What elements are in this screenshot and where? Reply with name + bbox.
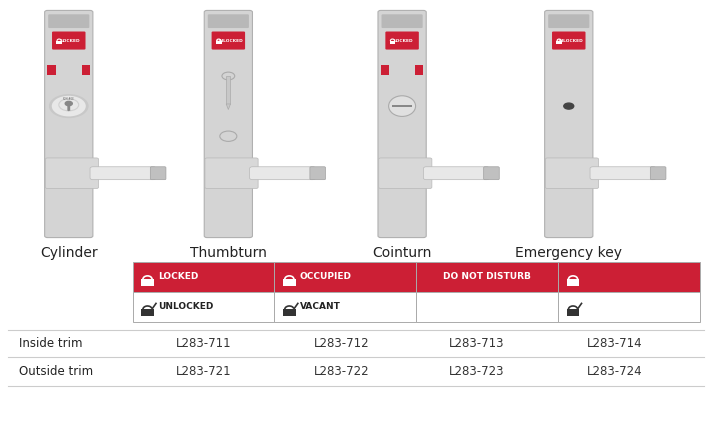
Text: Outside trim: Outside trim	[19, 365, 93, 378]
Text: UNLOCKED: UNLOCKED	[557, 39, 584, 42]
Bar	[389, 41, 395, 44]
Text: UNLOCKED: UNLOCKED	[216, 39, 244, 42]
FancyBboxPatch shape	[205, 158, 258, 188]
Bar	[132, 262, 274, 292]
Bar	[283, 279, 295, 286]
Text: L283-723: L283-723	[449, 365, 504, 378]
Text: Thumbturn: Thumbturn	[190, 246, 267, 260]
Bar	[141, 310, 154, 317]
Text: L283-713: L283-713	[449, 337, 504, 350]
FancyBboxPatch shape	[46, 158, 98, 188]
Text: Emergency key: Emergency key	[515, 246, 622, 260]
FancyBboxPatch shape	[48, 14, 89, 28]
Text: DO NOT DISTURB: DO NOT DISTURB	[444, 272, 531, 281]
Text: L283-714: L283-714	[587, 337, 643, 350]
Bar	[274, 262, 417, 292]
FancyBboxPatch shape	[545, 158, 599, 188]
FancyBboxPatch shape	[545, 10, 593, 238]
FancyBboxPatch shape	[548, 14, 590, 28]
Text: LOCKED: LOCKED	[158, 272, 199, 281]
Bar	[48, 65, 56, 74]
Text: OCCUPIED: OCCUPIED	[300, 272, 352, 281]
FancyBboxPatch shape	[385, 32, 419, 49]
FancyBboxPatch shape	[379, 158, 432, 188]
FancyBboxPatch shape	[310, 167, 325, 180]
Text: L283-712: L283-712	[314, 337, 370, 350]
FancyBboxPatch shape	[382, 14, 423, 28]
Circle shape	[66, 101, 73, 106]
FancyArrow shape	[67, 105, 71, 111]
Bar	[392, 105, 412, 107]
Bar	[56, 41, 62, 44]
Bar	[417, 262, 558, 292]
Bar	[216, 41, 221, 44]
Text: Cylinder: Cylinder	[40, 246, 98, 260]
Text: L283-711: L283-711	[176, 337, 231, 350]
Text: UNLOCKED: UNLOCKED	[158, 302, 214, 311]
Circle shape	[564, 103, 574, 109]
Text: VACANT: VACANT	[300, 302, 341, 311]
Bar	[556, 41, 562, 44]
Circle shape	[52, 96, 85, 116]
FancyBboxPatch shape	[90, 167, 156, 180]
Ellipse shape	[389, 96, 416, 116]
Text: Cointurn: Cointurn	[372, 246, 431, 260]
FancyBboxPatch shape	[211, 32, 245, 49]
Bar	[226, 76, 231, 104]
Text: LOCKED: LOCKED	[61, 39, 80, 42]
FancyBboxPatch shape	[208, 14, 249, 28]
Text: SCHLAGE: SCHLAGE	[63, 97, 75, 101]
FancyBboxPatch shape	[378, 10, 426, 238]
Bar	[283, 310, 295, 317]
Bar	[82, 65, 90, 74]
Bar	[558, 262, 700, 292]
Bar	[558, 292, 700, 322]
Bar	[141, 279, 154, 286]
FancyBboxPatch shape	[483, 167, 499, 180]
Circle shape	[49, 94, 88, 118]
FancyBboxPatch shape	[552, 32, 585, 49]
Text: L283-724: L283-724	[587, 365, 643, 378]
Bar	[417, 292, 558, 322]
Bar	[567, 279, 580, 286]
Bar	[567, 310, 580, 317]
FancyBboxPatch shape	[250, 167, 315, 180]
Text: Inside trim: Inside trim	[19, 337, 83, 350]
FancyBboxPatch shape	[150, 167, 166, 180]
FancyBboxPatch shape	[424, 167, 489, 180]
Bar	[415, 65, 424, 74]
FancyBboxPatch shape	[590, 167, 656, 180]
Text: L283-721: L283-721	[176, 365, 231, 378]
Text: LOCKED: LOCKED	[394, 39, 414, 42]
Polygon shape	[226, 104, 231, 110]
Text: L283-722: L283-722	[314, 365, 370, 378]
FancyBboxPatch shape	[204, 10, 253, 238]
FancyBboxPatch shape	[45, 10, 93, 238]
FancyBboxPatch shape	[650, 167, 666, 180]
Bar	[381, 65, 389, 74]
Bar	[274, 292, 417, 322]
Bar	[132, 292, 274, 322]
FancyBboxPatch shape	[52, 32, 85, 49]
